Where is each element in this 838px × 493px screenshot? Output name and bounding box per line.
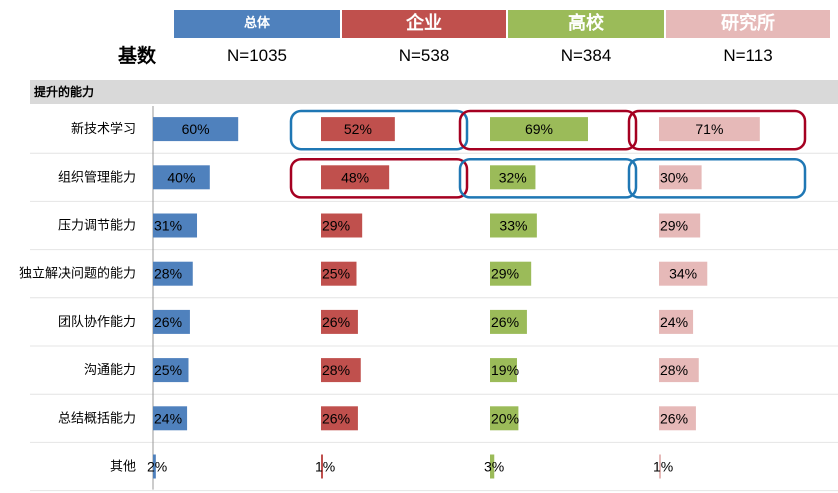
section-label: 提升的能力 bbox=[34, 85, 95, 99]
section-header: 提升的能力 bbox=[30, 80, 838, 104]
data-label: 26% bbox=[322, 410, 350, 426]
category-label: 组织管理能力 bbox=[58, 170, 136, 185]
data-label: 25% bbox=[322, 266, 350, 282]
data-label: 25% bbox=[154, 362, 182, 378]
data-label: 34% bbox=[669, 266, 697, 282]
bar bbox=[153, 309, 190, 334]
highlight-box bbox=[458, 157, 638, 199]
bar bbox=[659, 309, 694, 334]
data-label: 29% bbox=[322, 218, 350, 234]
data-label: 28% bbox=[322, 362, 350, 378]
bar bbox=[321, 309, 358, 334]
highlight-box bbox=[627, 109, 807, 151]
category-label: 沟通能力 bbox=[84, 363, 136, 378]
data-label: 26% bbox=[322, 314, 350, 330]
bar bbox=[490, 309, 527, 334]
data-label: 26% bbox=[154, 314, 182, 330]
data-label: 1% bbox=[315, 459, 335, 475]
data-label: 30% bbox=[660, 169, 688, 185]
bar bbox=[659, 358, 699, 383]
data-label: 31% bbox=[154, 218, 182, 234]
bar bbox=[659, 117, 760, 142]
n-total: N=1035 bbox=[226, 46, 288, 65]
category-label: 其他 bbox=[110, 460, 136, 475]
category-label: 总结概括能力 bbox=[58, 411, 136, 426]
data-label: 2% bbox=[147, 459, 167, 475]
bar bbox=[153, 406, 188, 431]
bar bbox=[659, 213, 701, 238]
highlight-box bbox=[627, 157, 807, 199]
category-label: 独立解决问题的能力 bbox=[19, 266, 136, 282]
header-group-institute: 研究所 bbox=[666, 10, 830, 38]
bar bbox=[490, 261, 532, 286]
data-label: 69% bbox=[525, 121, 553, 137]
bar bbox=[153, 261, 193, 286]
data-label: 40% bbox=[167, 169, 195, 185]
data-label: 33% bbox=[499, 218, 527, 234]
data-label: 28% bbox=[154, 266, 182, 282]
data-label: 71% bbox=[695, 121, 723, 137]
data-label: 26% bbox=[491, 314, 519, 330]
bar bbox=[659, 261, 708, 286]
data-label: 32% bbox=[499, 169, 527, 185]
n-enterprise: N=538 bbox=[398, 46, 450, 65]
header-group-enterprise: 企业 bbox=[342, 10, 506, 38]
category-label: 新技术学习 bbox=[71, 121, 136, 137]
header-group-total: 总体 bbox=[174, 10, 340, 38]
data-label: 29% bbox=[491, 266, 519, 282]
category-label: 压力调节能力 bbox=[58, 219, 136, 234]
bar bbox=[153, 454, 156, 479]
bar bbox=[490, 165, 536, 190]
data-label: 1% bbox=[653, 459, 673, 475]
bar bbox=[153, 358, 189, 383]
highlight-box bbox=[289, 109, 469, 151]
bar bbox=[153, 213, 198, 238]
bar bbox=[321, 406, 358, 431]
bar bbox=[490, 358, 517, 383]
highlight-box bbox=[458, 109, 638, 151]
bar bbox=[321, 213, 363, 238]
bar bbox=[659, 165, 702, 190]
n-institute: N=113 bbox=[723, 46, 773, 65]
data-label: 19% bbox=[491, 362, 519, 378]
bar bbox=[153, 165, 210, 190]
n-university: N=384 bbox=[560, 46, 612, 65]
data-label: 52% bbox=[344, 121, 372, 137]
bar bbox=[321, 165, 390, 190]
base-label: 基数 bbox=[118, 45, 157, 67]
data-label: 60% bbox=[182, 121, 210, 137]
data-label: 26% bbox=[660, 410, 688, 426]
category-label: 团队协作能力 bbox=[58, 315, 136, 330]
data-label: 28% bbox=[660, 362, 688, 378]
data-label: 24% bbox=[660, 314, 688, 330]
data-label: 29% bbox=[660, 218, 688, 234]
data-label: 20% bbox=[491, 410, 519, 426]
bar bbox=[490, 454, 495, 479]
bar bbox=[490, 213, 537, 238]
bar bbox=[321, 454, 323, 479]
bar bbox=[659, 406, 696, 431]
bar bbox=[321, 261, 357, 286]
bar bbox=[490, 406, 519, 431]
bar bbox=[321, 117, 395, 142]
bar bbox=[153, 117, 239, 142]
highlight-box bbox=[289, 157, 469, 199]
bar bbox=[490, 117, 588, 142]
header-group-university: 高校 bbox=[508, 10, 664, 38]
data-label: 48% bbox=[341, 169, 369, 185]
bar bbox=[659, 454, 661, 479]
data-label: 3% bbox=[484, 459, 504, 475]
data-label: 24% bbox=[154, 410, 182, 426]
bar bbox=[321, 358, 361, 383]
